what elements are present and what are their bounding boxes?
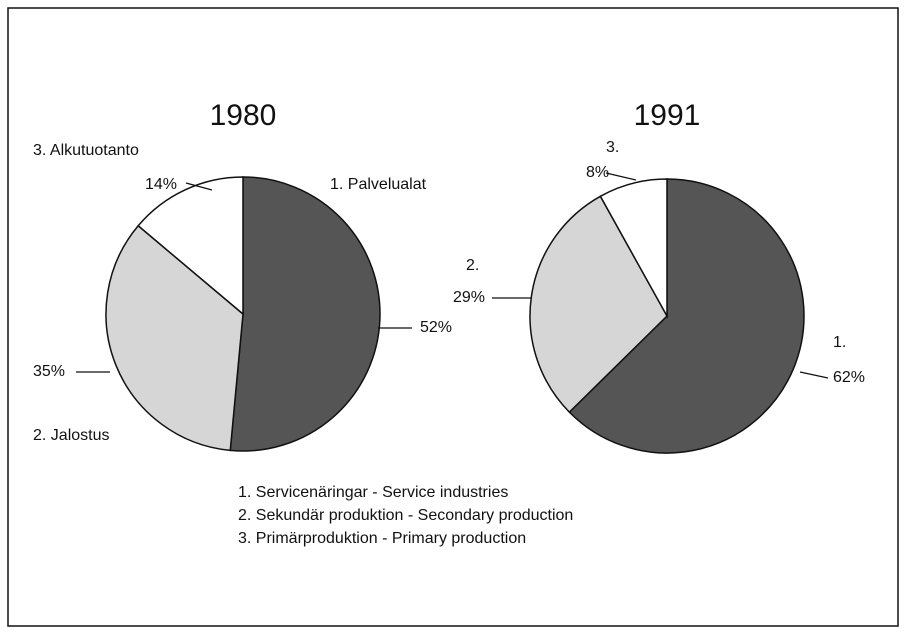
value-label: 35% — [33, 363, 65, 380]
category-label: 1. — [833, 334, 846, 351]
pie-title: 1991 — [634, 99, 701, 132]
category-label: 3. Alkutuotanto — [33, 142, 139, 159]
pie-slice — [599, 178, 668, 319]
legend-item: 2. Sekundär produktion - Secondary produ… — [238, 507, 573, 524]
pie-slice — [105, 224, 244, 452]
leader-line — [799, 371, 829, 379]
value-label: 14% — [145, 176, 177, 193]
pie-slice — [137, 176, 244, 316]
legend-item: 3. Primärproduktion - Primary production — [238, 530, 526, 547]
pie-title: 1980 — [210, 99, 277, 132]
value-label: 8% — [586, 164, 609, 181]
pie-slice — [529, 195, 668, 414]
legend-item: 1. Servicenäringar - Service industries — [238, 484, 508, 501]
category-label: 3. — [606, 139, 619, 156]
value-label: 62% — [833, 369, 865, 386]
value-label: 29% — [453, 289, 485, 306]
leader-line — [605, 172, 637, 181]
category-label: 2. Jalostus — [33, 427, 109, 444]
pie-slice — [568, 178, 805, 454]
leader-line — [185, 182, 213, 191]
frame — [7, 7, 899, 627]
pie-slice — [229, 176, 381, 452]
category-label: 2. — [466, 257, 479, 274]
category-label: 1. Palvelualat — [330, 176, 427, 193]
value-label: 52% — [420, 319, 452, 336]
